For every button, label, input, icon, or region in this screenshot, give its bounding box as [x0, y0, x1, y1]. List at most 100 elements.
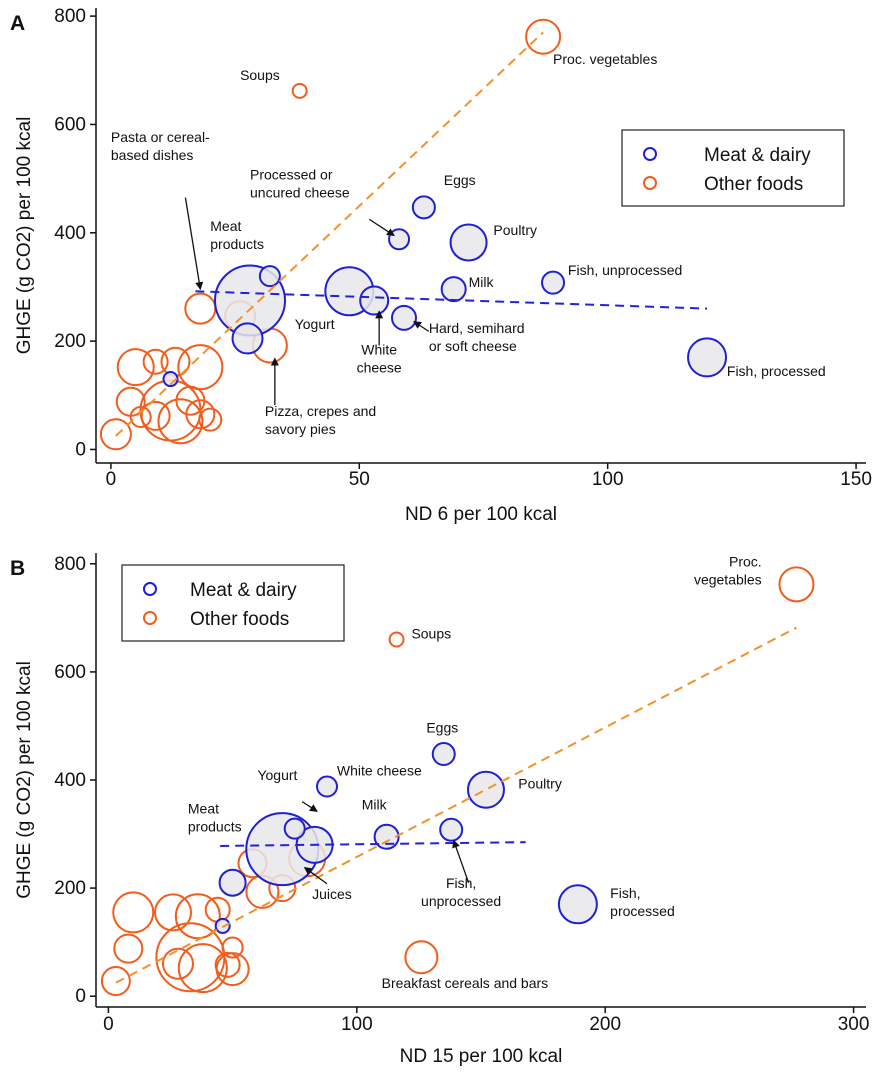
meat-dairy-point — [373, 823, 400, 850]
other-foods-point — [525, 18, 562, 55]
annotation-label: Eggs — [426, 719, 458, 735]
other-foods-point — [198, 407, 223, 432]
annotation-label: Fish, processed — [610, 885, 675, 919]
other-foods-point — [221, 936, 244, 959]
y-axis-title: GHGE (g CO2) per 100 kcal — [14, 661, 35, 899]
legend: Meat & dairy Other foods — [621, 129, 845, 207]
meat-dairy-point — [231, 322, 264, 355]
other-foods-point — [157, 398, 204, 445]
annotation-label: Yogurt — [295, 316, 335, 332]
meat-dairy-point — [316, 775, 338, 798]
other-foods-point — [140, 400, 171, 431]
annotation-label: Soups — [411, 625, 451, 641]
annotation-label: Milk — [362, 797, 388, 813]
other-foods-point — [116, 348, 155, 387]
annotation-arrow — [303, 866, 328, 885]
panel-label: B — [10, 557, 25, 580]
other-foods-point — [185, 399, 216, 430]
other-foods-point — [112, 891, 155, 934]
meat-dairy-point — [359, 285, 390, 316]
other-foods-point — [214, 951, 241, 978]
meat-dairy-point — [411, 195, 436, 220]
other-foods-point — [174, 893, 221, 940]
meat-dairy-point — [431, 742, 456, 767]
y-tick-label: 800 — [54, 554, 86, 575]
meat-dairy-point — [449, 223, 488, 262]
annotation-label: Eggs — [444, 172, 476, 188]
panel-a: A 0 200 400 600 800 0 50 100 150 ND 6 per 100 kcal… — [10, 6, 872, 525]
meat-dairy-point — [466, 770, 505, 809]
meat-dairy-trend-line — [220, 841, 526, 847]
legend-label: Meat & dairy — [704, 145, 811, 166]
annotation-label: Pizza, crepes and savory pies — [265, 403, 376, 437]
other-foods-point — [142, 348, 169, 375]
annotation-label: White cheese — [357, 342, 402, 376]
annotation-label: Proc. vegetables — [694, 554, 762, 588]
annotation-label: Pasta or cereal-based dishes — [111, 129, 210, 163]
meat-dairy-point — [258, 265, 281, 288]
other-foods-point — [177, 943, 228, 994]
x-tick-label: 100 — [341, 1014, 373, 1035]
meat-dairy-trend-line — [195, 290, 708, 310]
other-foods-point — [388, 631, 405, 648]
x-tick-label: 50 — [349, 469, 370, 490]
annotation-arrow — [368, 218, 395, 237]
y-axis-title: GHGE (g CO2) per 100 kcal — [14, 117, 35, 355]
other-foods-point — [291, 82, 308, 99]
legend-other-foods-marker — [643, 176, 657, 190]
meat-dairy-point — [439, 817, 464, 842]
legend-box — [121, 564, 345, 642]
y-tick-label: 400 — [54, 770, 86, 791]
other-foods-point — [204, 896, 231, 923]
annotation-label: Processed or uncured cheese — [250, 167, 350, 201]
meat-dairy-point — [391, 304, 417, 331]
other-foods-point — [113, 933, 144, 964]
meat-dairy-point — [388, 228, 411, 251]
other-foods-point — [100, 966, 131, 997]
panel-label: A — [10, 12, 25, 35]
y-tick-label: 0 — [75, 986, 86, 1007]
annotation-label: Yogurt — [257, 767, 297, 783]
annotation-label: Soups — [240, 67, 280, 83]
legend-box — [621, 129, 845, 207]
meat-dairy-point — [218, 868, 247, 897]
x-tick-label: 300 — [838, 1014, 870, 1035]
meat-dairy-point — [541, 270, 566, 295]
other-foods-point — [99, 418, 132, 451]
annotation-label: White cheese — [337, 763, 422, 779]
annotation-label: Poultry — [518, 776, 562, 792]
meat-dairy-point — [557, 884, 598, 925]
x-axis-title: ND 6 per 100 kcal — [405, 504, 557, 525]
annotation-label: Poultry — [493, 222, 537, 238]
annotation-label: Meat products — [210, 218, 264, 252]
y-tick-label: 800 — [54, 6, 86, 27]
annotation-label: Fish, processed — [727, 363, 826, 379]
meat-dairy-point — [283, 817, 306, 840]
legend-label: Meat & dairy — [190, 580, 297, 601]
x-tick-label: 100 — [592, 469, 624, 490]
other-foods-point — [161, 947, 194, 980]
meat-dairy-point — [440, 276, 467, 303]
annotation-label: Milk — [469, 274, 495, 290]
panel-b: B 0 200 400 600 800 0 100 200 300 ND 15 per 100 kc… — [10, 553, 869, 1067]
annotation-label: Breakfast cereals and bars — [382, 975, 549, 991]
y-tick-label: 400 — [54, 223, 86, 244]
legend-meat-dairy-marker — [143, 582, 157, 596]
y-tick-label: 0 — [75, 439, 86, 460]
annotation-arrow — [413, 321, 430, 332]
y-tick-label: 200 — [54, 331, 86, 352]
annotation-label: Meat products — [188, 801, 242, 835]
annotation-arrow — [452, 839, 470, 883]
y-tick-label: 600 — [54, 114, 86, 135]
other-foods-point — [184, 292, 217, 325]
other-foods-point — [404, 940, 439, 975]
x-tick-label: 0 — [106, 469, 117, 490]
x-tick-label: 200 — [589, 1014, 621, 1035]
other-foods-point — [778, 566, 815, 603]
x-axis-title: ND 15 per 100 kcal — [400, 1046, 563, 1067]
legend: Meat & dairy Other foods — [121, 564, 345, 642]
annotation-label: Juices — [312, 886, 352, 902]
other-foods-point — [154, 893, 192, 932]
other-foods-trend-line — [115, 626, 797, 984]
